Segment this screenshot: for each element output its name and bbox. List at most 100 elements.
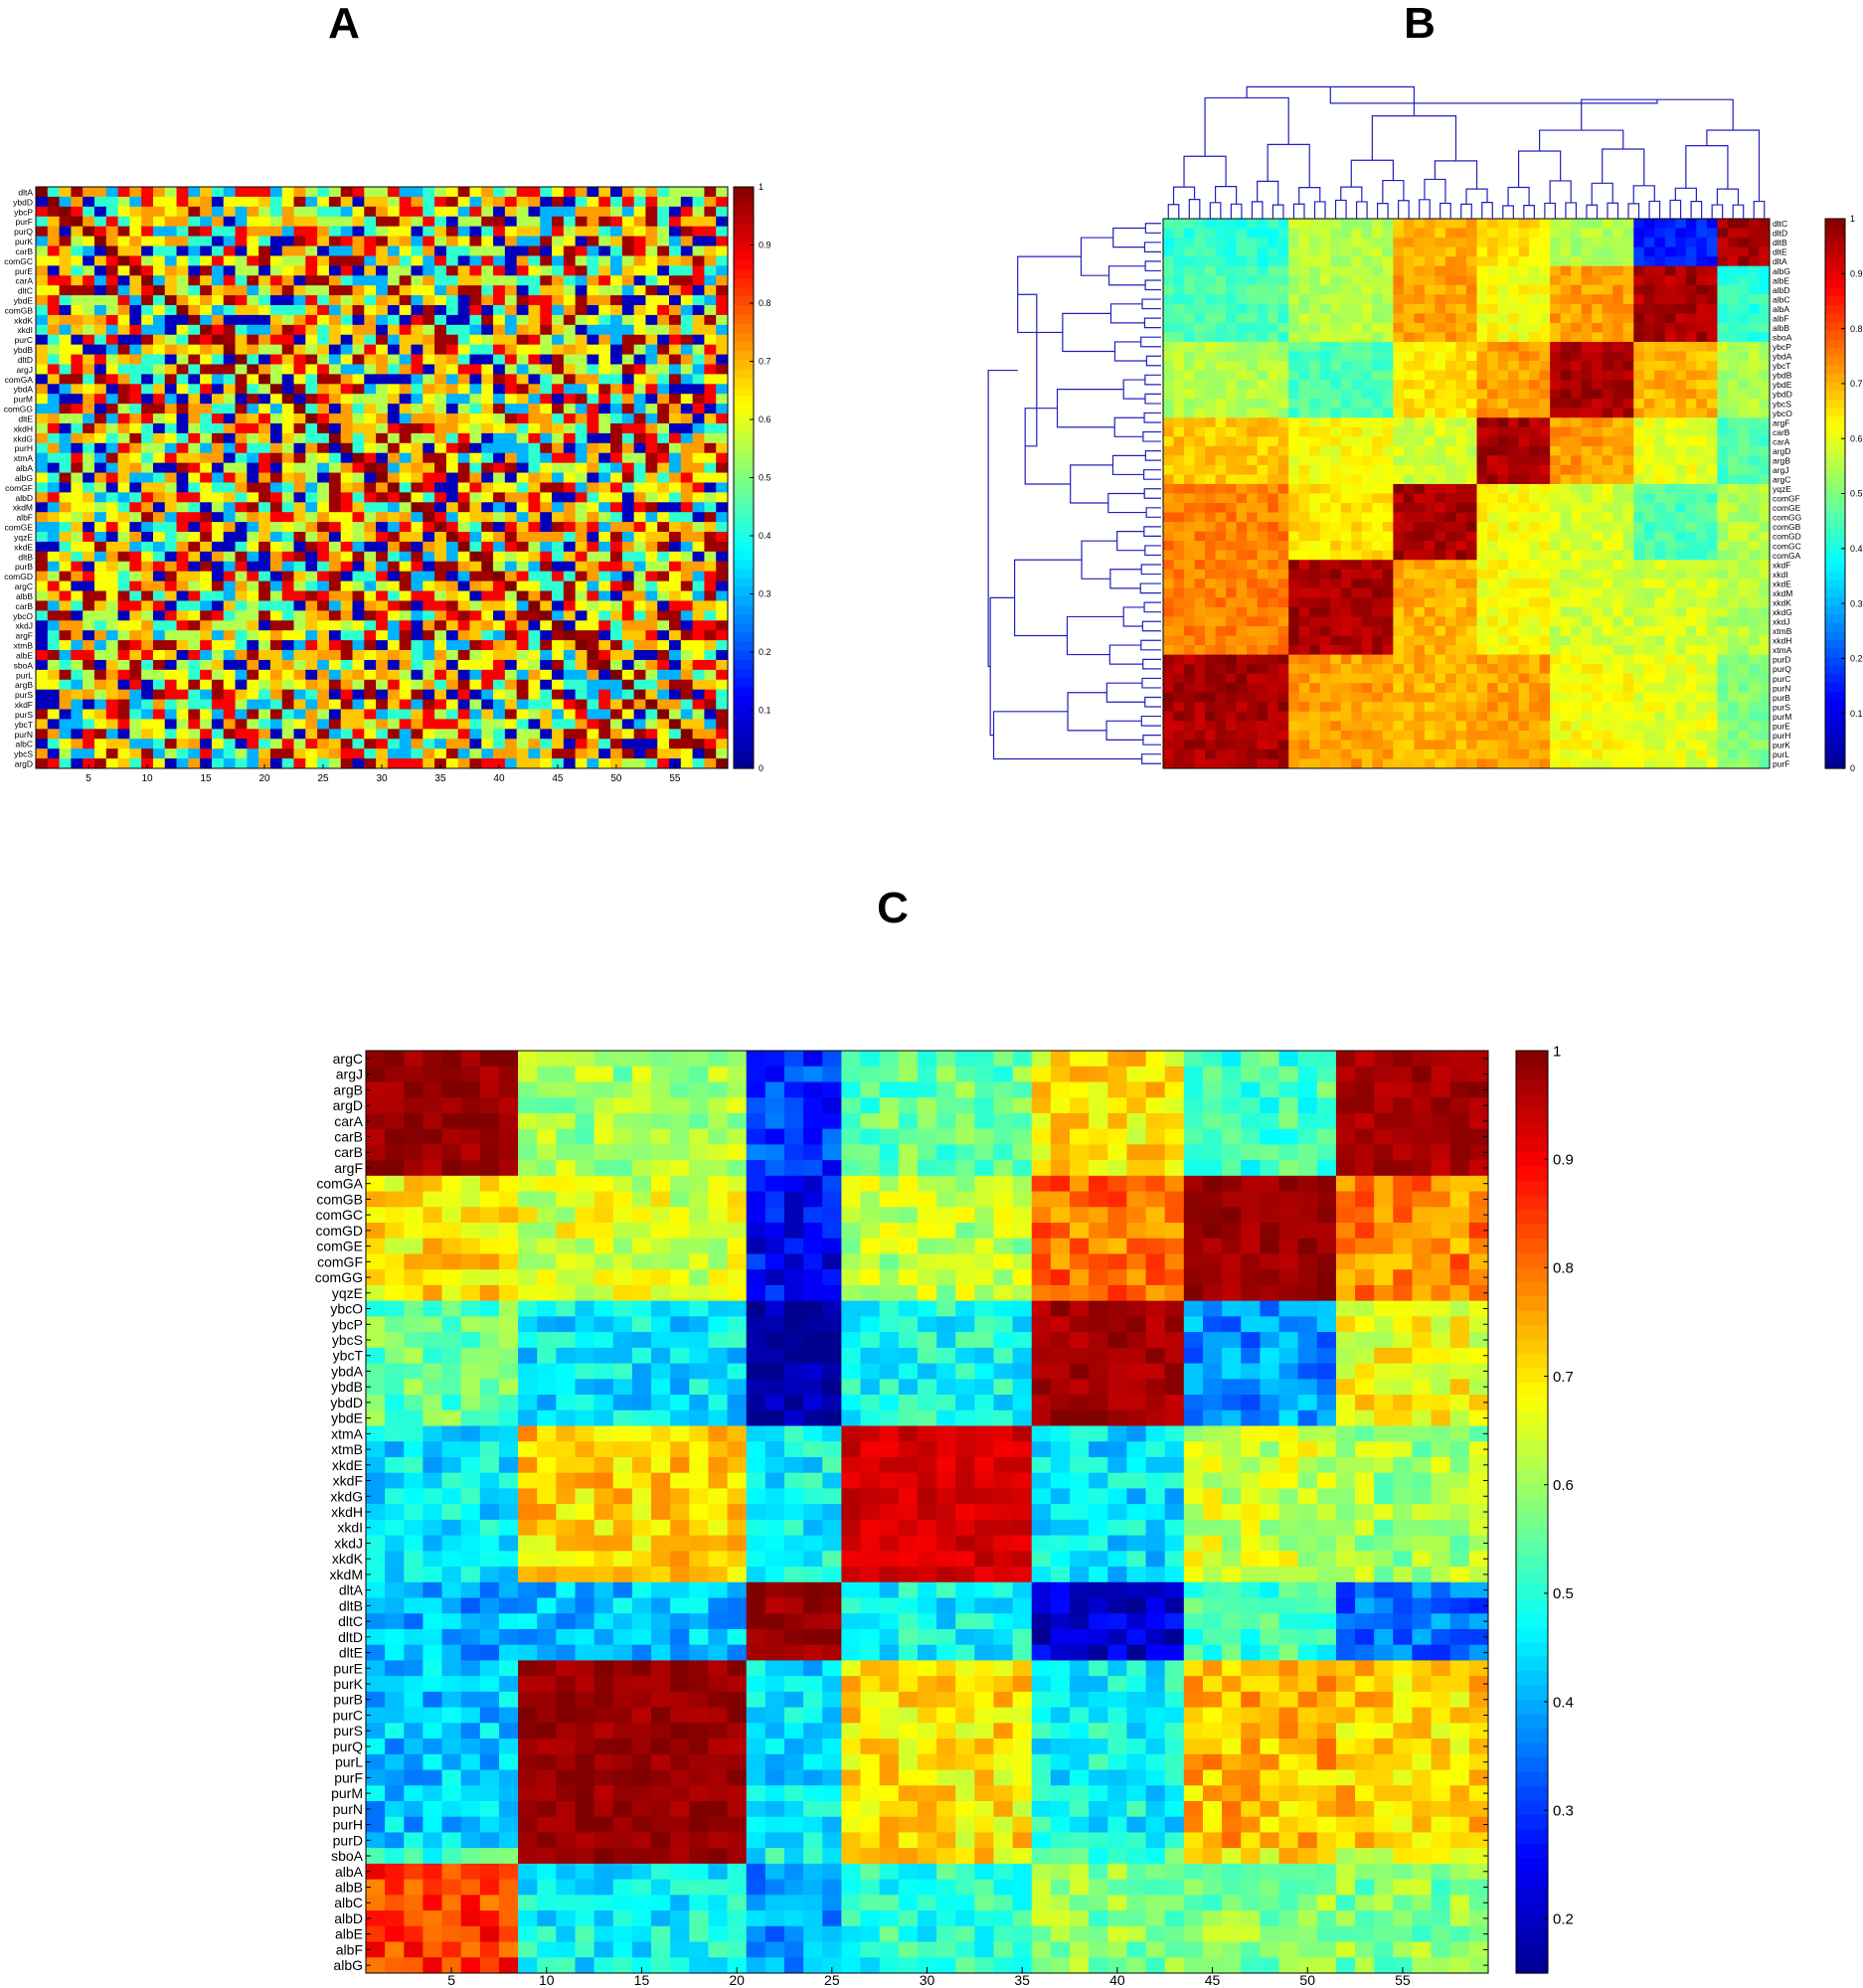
heatmap-cell (71, 580, 84, 592)
heatmap-cell (247, 512, 259, 523)
heatmap-cell (47, 236, 61, 247)
heatmap-cell (399, 404, 412, 414)
heatmap-cell (247, 384, 259, 395)
heatmap-cell (152, 512, 166, 523)
heatmap-cell (645, 522, 658, 533)
heatmap-cell (247, 551, 259, 563)
heatmap-cell (1571, 322, 1583, 333)
heatmap-cell (610, 226, 623, 238)
heatmap-cell (575, 748, 588, 759)
heatmap-cell (1571, 284, 1583, 295)
heatmap-cell (1685, 370, 1697, 381)
heatmap-cell (93, 216, 107, 228)
heatmap-cell (575, 679, 588, 691)
heatmap-cell (669, 689, 682, 701)
heatmap-cell (1727, 380, 1739, 391)
heatmap-cell (200, 699, 213, 711)
heatmap-cell (645, 551, 658, 563)
heatmap-cell (434, 699, 447, 711)
heatmap-cell (399, 758, 412, 769)
heatmap-cell (598, 758, 611, 769)
heatmap-cell (645, 354, 658, 365)
heatmap-cell (645, 482, 658, 493)
heatmap-cell (1748, 219, 1760, 230)
heatmap-cell (411, 472, 423, 483)
heatmap-cell (563, 502, 577, 513)
heatmap-cell (1382, 284, 1394, 295)
heatmap-cell (247, 541, 259, 553)
heatmap-cell (587, 334, 599, 346)
heatmap-cell (516, 502, 529, 513)
heatmap-cell (598, 719, 611, 730)
heatmap-cell (399, 689, 412, 701)
heatmap-cell (1643, 380, 1655, 391)
heatmap-cell (293, 541, 306, 553)
heatmap-cell (47, 295, 61, 306)
heatmap-cell (1288, 341, 1300, 352)
heatmap-cell (469, 462, 482, 474)
heatmap-cell (1518, 380, 1530, 391)
heatmap-cell (493, 432, 506, 444)
heatmap-cell (141, 748, 154, 759)
heatmap-cell (1372, 332, 1384, 343)
heatmap-cell (633, 748, 646, 759)
heatmap-cell (1748, 322, 1760, 333)
heatmap-cell (164, 206, 178, 218)
heatmap-cell (328, 758, 342, 769)
heatmap-cell (445, 196, 459, 208)
heatmap-cell (411, 748, 423, 759)
panel-a-colorbar-tick-label: 0.7 (759, 357, 771, 367)
heatmap-cell (692, 404, 705, 414)
heatmap-cell (1612, 380, 1624, 391)
heatmap-cell (164, 748, 178, 759)
heatmap-cell (493, 334, 506, 346)
heatmap-cell (83, 265, 95, 276)
heatmap-cell (1288, 275, 1300, 286)
heatmap-cell (563, 285, 577, 296)
heatmap-cell (1173, 399, 1185, 410)
heatmap-cell (36, 422, 49, 434)
heatmap-cell (211, 432, 225, 444)
heatmap-cell (1351, 303, 1363, 314)
heatmap-cell (445, 452, 459, 464)
heatmap-cell (1602, 322, 1613, 333)
heatmap-cell (364, 739, 377, 749)
heatmap-cell (1184, 228, 1196, 239)
heatmap-cell (83, 571, 95, 582)
heatmap-cell (680, 620, 694, 631)
heatmap-cell (293, 600, 306, 611)
heatmap-cell (305, 532, 318, 543)
heatmap-cell (1403, 351, 1415, 362)
heatmap-cell (117, 236, 130, 247)
heatmap-cell (552, 324, 565, 336)
heatmap-cell (93, 226, 107, 238)
heatmap-cell (1205, 426, 1217, 437)
heatmap-cell (317, 492, 330, 503)
heatmap-cell (281, 432, 295, 444)
heatmap-cell (575, 226, 588, 238)
heatmap-cell (211, 729, 225, 740)
heatmap-cell (376, 532, 389, 543)
heatmap-cell (247, 432, 259, 444)
heatmap-cell (575, 187, 588, 198)
heatmap-cell (657, 246, 670, 256)
heatmap-cell (716, 196, 729, 208)
heatmap-cell (387, 729, 401, 740)
heatmap-cell (71, 394, 84, 405)
heatmap-cell (645, 590, 658, 601)
panel-a-colorbar-segment (734, 359, 754, 370)
heatmap-cell (1696, 380, 1708, 391)
heatmap-cell (1435, 275, 1446, 286)
heatmap-cell (445, 295, 459, 306)
heatmap-cell (200, 374, 213, 385)
heatmap-cell (516, 512, 529, 523)
heatmap-cell (1194, 351, 1206, 362)
heatmap-cell (340, 502, 354, 513)
heatmap-cell (457, 196, 470, 208)
heatmap-cell (540, 739, 553, 749)
heatmap-cell (340, 561, 354, 573)
heatmap-cell (328, 384, 342, 395)
heatmap-cell (36, 709, 49, 720)
heatmap-cell (552, 679, 565, 691)
heatmap-cell (1664, 294, 1676, 305)
